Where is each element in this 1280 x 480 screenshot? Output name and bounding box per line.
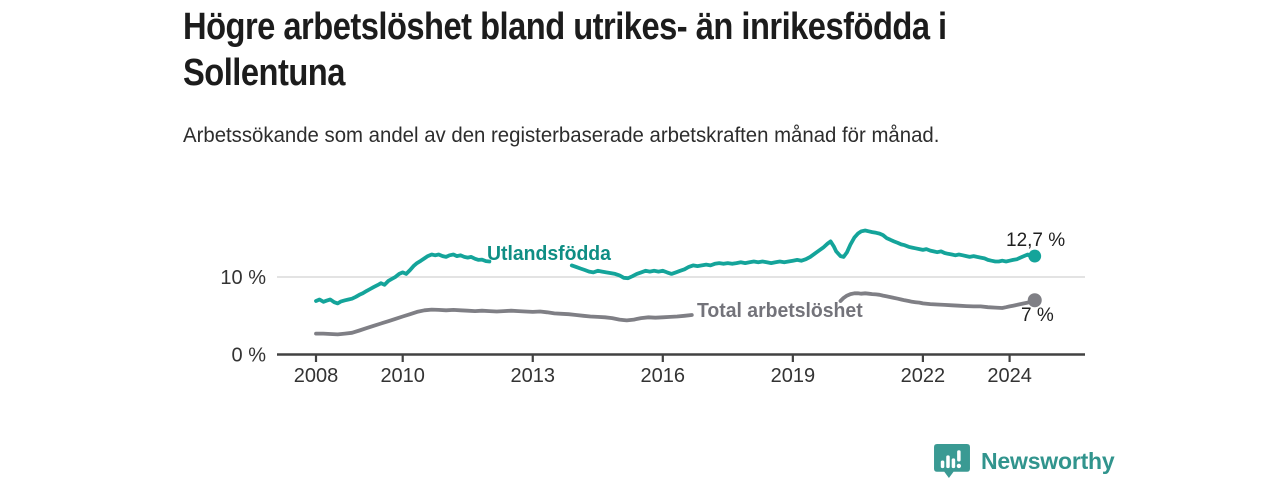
newsworthy-logo: Newsworthy bbox=[933, 443, 1115, 479]
newsworthy-bubble-barchart-icon bbox=[934, 444, 970, 478]
x-tick-label-2022: 2022 bbox=[901, 365, 946, 387]
end-value-label-utlandsfodda: 12,7 % bbox=[1006, 230, 1066, 251]
series-line-0-seg-1 bbox=[569, 228, 1037, 281]
chart-subtitle: Arbetssökande som andel av den registerb… bbox=[183, 124, 940, 147]
series-label-utlandsfodda: Utlandsfödda bbox=[487, 243, 611, 265]
x-tick-label-2013: 2013 bbox=[511, 365, 556, 387]
series-line-1-seg-0 bbox=[314, 307, 694, 337]
end-value-label-total: 7 % bbox=[1021, 305, 1054, 326]
x-tick-label-2024: 2024 bbox=[987, 365, 1032, 387]
series-line-1-seg-1 bbox=[838, 291, 1037, 310]
newsworthy-wordmark: Newsworthy bbox=[981, 447, 1115, 474]
series-label-total-arbetsloshet: Total arbetslöshet bbox=[697, 300, 863, 322]
x-tick-label-2010: 2010 bbox=[380, 365, 425, 387]
x-tick-label-2016: 2016 bbox=[641, 365, 686, 387]
series-line-0-seg-0 bbox=[314, 252, 492, 306]
x-tick-label-2008: 2008 bbox=[294, 365, 339, 387]
series-end-dot-1 bbox=[1027, 293, 1042, 308]
series-end-dot-0 bbox=[1028, 249, 1042, 263]
x-tick-label-2019: 2019 bbox=[771, 365, 816, 387]
y-tick-label-0: 0 % bbox=[232, 345, 267, 367]
y-tick-label-10: 10 % bbox=[220, 267, 266, 289]
page-title: Högre arbetslöshet bland utrikes- än inr… bbox=[183, 6, 947, 95]
